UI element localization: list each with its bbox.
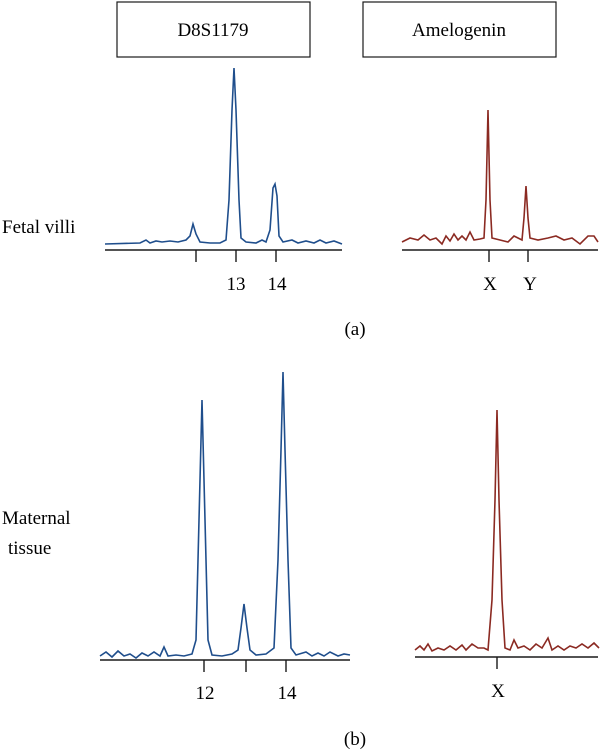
locus-header: D8S1179 <box>116 1 311 58</box>
tick-label-y-a: Y <box>523 274 537 295</box>
sample-label-maternal: Maternal <box>2 508 71 529</box>
sample-label-tissue: tissue <box>8 538 51 559</box>
panel-a: Fetal villi 13 14 X Y (a) <box>2 67 599 340</box>
sex-trace-b <box>414 409 600 653</box>
svg-text:Amelogenin: Amelogenin <box>412 20 506 41</box>
sex-trace-a <box>401 109 599 246</box>
panel-caption-b: (b) <box>344 729 366 750</box>
panel-caption-a: (a) <box>344 319 365 340</box>
tick-label-x-b: X <box>491 681 505 702</box>
panel-b: Maternal tissue 12 14 X (b) <box>2 371 600 750</box>
tick-label-14-b: 14 <box>278 683 298 704</box>
tick-label-14-a: 14 <box>268 274 288 295</box>
locus-trace-a <box>104 67 343 245</box>
tick-label-x-a: X <box>483 274 497 295</box>
tick-label-12-b: 12 <box>196 683 215 704</box>
tick-label-13-a: 13 <box>227 274 246 295</box>
svg-text:D8S1179: D8S1179 <box>177 20 248 41</box>
sex-marker-header: Amelogenin <box>362 1 557 58</box>
sample-label-fetal-villi: Fetal villi <box>2 217 75 238</box>
locus-trace-b <box>99 371 351 659</box>
